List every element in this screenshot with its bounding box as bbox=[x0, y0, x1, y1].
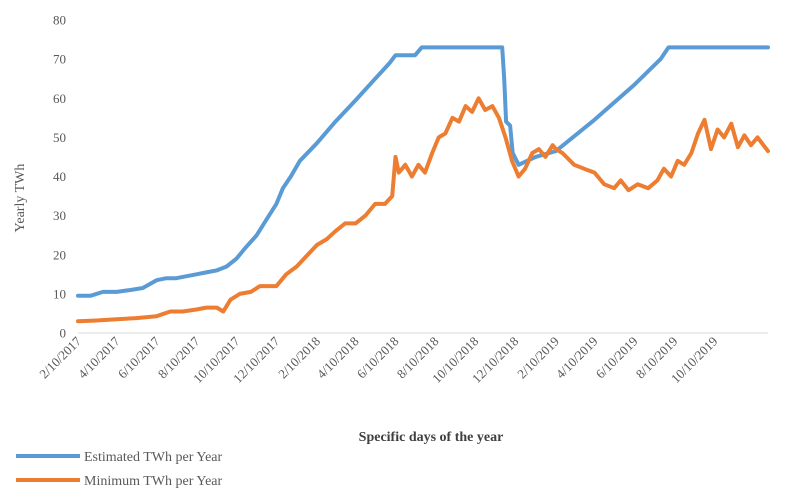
y-tick-label: 70 bbox=[53, 52, 66, 67]
x-tick-label: 4/10/2019 bbox=[553, 334, 601, 382]
y-tick-label: 50 bbox=[53, 130, 66, 145]
x-axis-title: Specific days of the year bbox=[359, 430, 504, 445]
y-axis-title: Yearly TWh bbox=[13, 164, 28, 233]
y-axis: 0 10 20 30 40 50 60 70 80 bbox=[53, 13, 66, 341]
y-tick-label: 30 bbox=[53, 208, 66, 223]
series-line-minimum bbox=[76, 96, 770, 324]
legend-label-minimum: Minimum TWh per Year bbox=[84, 474, 223, 489]
y-tick-labels: 0 10 20 30 40 50 60 70 80 bbox=[53, 13, 66, 341]
x-tick-label: 6/10/2018 bbox=[354, 334, 402, 382]
x-tick-labels: 2/10/20174/10/20176/10/20178/10/201710/1… bbox=[36, 333, 720, 386]
x-axis: 2/10/20174/10/20176/10/20178/10/201710/1… bbox=[36, 332, 768, 386]
y-tick-label: 10 bbox=[53, 286, 66, 301]
series-lines bbox=[76, 45, 770, 324]
y-tick-label: 40 bbox=[53, 169, 66, 184]
y-tick-label: 80 bbox=[53, 13, 66, 28]
y-tick-label: 60 bbox=[53, 91, 66, 106]
x-tick-label: 6/10/2019 bbox=[593, 334, 641, 382]
y-tick-label: 20 bbox=[53, 247, 66, 262]
y-tick-label: 0 bbox=[60, 326, 67, 341]
legend: Estimated TWh per Year Minimum TWh per Y… bbox=[16, 450, 223, 489]
x-tick-label: 4/10/2017 bbox=[75, 333, 123, 381]
legend-item-minimum: Minimum TWh per Year bbox=[16, 474, 223, 489]
legend-item-estimated: Estimated TWh per Year bbox=[16, 450, 222, 465]
legend-label-estimated: Estimated TWh per Year bbox=[84, 450, 222, 465]
x-tick-label: 4/10/2018 bbox=[314, 334, 362, 382]
x-tick-label: 6/10/2017 bbox=[115, 333, 163, 381]
